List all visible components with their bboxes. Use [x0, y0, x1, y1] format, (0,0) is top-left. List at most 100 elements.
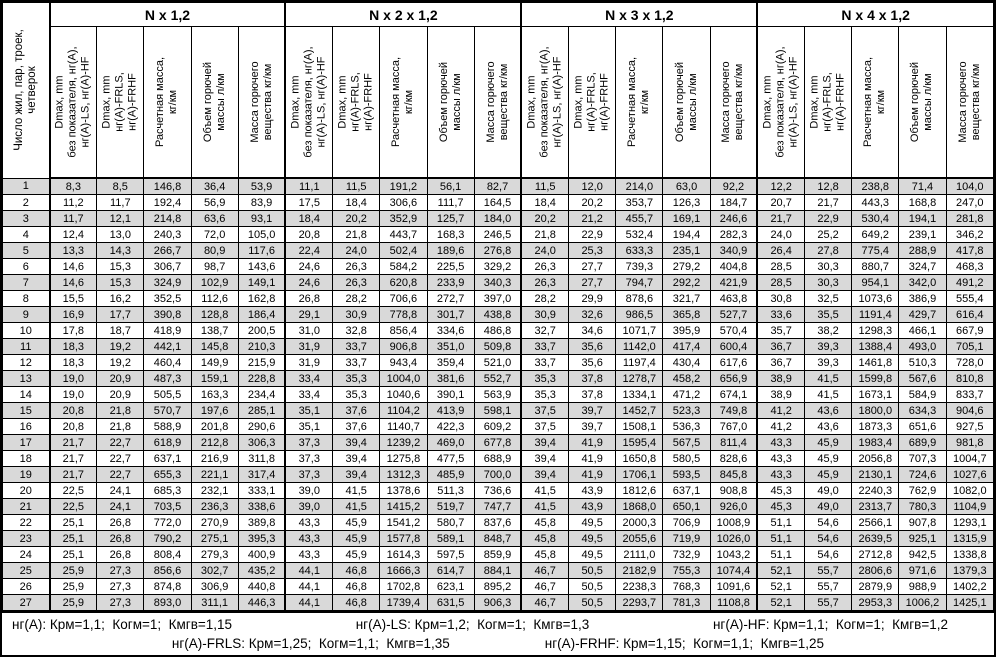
- cell: 808,4: [143, 546, 192, 563]
- group-header-n1: N x 1,2: [48, 2, 286, 27]
- cell: 333,1: [237, 482, 286, 499]
- cell: 1508,1: [615, 418, 664, 435]
- cell: 52,1: [756, 562, 806, 579]
- cell: 214,8: [143, 210, 192, 227]
- cell: 189,6: [426, 242, 475, 259]
- cell: 390,8: [143, 306, 192, 323]
- cell: 285,1: [237, 402, 286, 419]
- cell: 329,2: [473, 258, 522, 275]
- cell: 31,9: [284, 354, 334, 371]
- cell: 37,5: [520, 402, 570, 419]
- cell: 689,9: [898, 434, 947, 451]
- col-header-label: Расчетная масса, кг/км: [390, 56, 416, 148]
- row-number: 11: [2, 338, 51, 355]
- cell: 342,0: [898, 274, 947, 291]
- row-number: 25: [2, 562, 51, 579]
- cell: 45,8: [520, 546, 570, 563]
- cell: 39,4: [520, 466, 570, 483]
- cell: 149,9: [190, 354, 239, 371]
- cell: 12,0: [568, 177, 617, 195]
- cell: 232,1: [190, 482, 239, 499]
- cell: 246,5: [473, 226, 522, 243]
- cell: 27,7: [568, 274, 617, 291]
- cell: 530,4: [851, 210, 900, 227]
- col-header-calc-mass: Расчетная масса, кг/км: [379, 26, 428, 179]
- cell: 41,2: [756, 402, 806, 419]
- cell: 25,2: [803, 226, 853, 243]
- cell: 1140,7: [379, 418, 428, 435]
- cell: 18,3: [48, 354, 98, 371]
- cell: 55,7: [803, 578, 853, 595]
- cell: 46,7: [520, 562, 570, 579]
- cell: 597,5: [426, 546, 475, 563]
- cell: 17,5: [284, 194, 334, 211]
- table-row: 13 19,0 20,9 487,3 159,1 228,8 33,4 35,3 1004,0 3…: [2, 370, 995, 387]
- cell: 63,6: [190, 210, 239, 227]
- cell: 477,5: [426, 450, 475, 467]
- col-header-dmax-plain: Dmax, mm без показателя, нг(А), нг(А)-LS…: [756, 26, 806, 179]
- col-header-comb-volume: Объем горючей массы л/км: [426, 26, 475, 179]
- cell: 443,7: [379, 226, 428, 243]
- table-row: 2 11,2 11,7 192,4 56,9 83,9 17,5 18,4 306,6 111,7…: [2, 194, 995, 211]
- row-number: 8: [2, 290, 51, 307]
- col-header-label: Dmax, mm нг(А)-FRLS, нг(А)-FRHF: [100, 72, 139, 132]
- cell: 874,8: [143, 578, 192, 595]
- table-row: 19 21,7 22,7 655,3 221,1 317,4 37,3 39,4 1312,3 4…: [2, 466, 995, 483]
- cell: 41,5: [332, 482, 381, 499]
- cell: 1043,2: [709, 546, 758, 563]
- cell: 41,5: [520, 498, 570, 515]
- cell: 214,0: [615, 177, 664, 195]
- col-header-comb-mass: Масса горючего вещества кг/км: [237, 26, 286, 179]
- cell: 908,8: [709, 482, 758, 499]
- cell: 20,7: [756, 194, 806, 211]
- col-header-label: Масса горючего вещества кг/км: [720, 61, 746, 143]
- cell: 781,3: [662, 594, 711, 611]
- cell: 83,9: [237, 194, 286, 211]
- cell: 1425,1: [945, 594, 995, 611]
- cell: 1104,2: [379, 402, 428, 419]
- cell: 1739,4: [379, 594, 428, 611]
- cell: 11,5: [520, 177, 570, 195]
- cell: 446,3: [237, 594, 286, 611]
- col-header-dmax-fr: Dmax, mm нг(А)-FRLS, нг(А)-FRHF: [96, 26, 145, 179]
- cell: 324,9: [143, 274, 192, 291]
- cell: 35,3: [332, 370, 381, 387]
- cell: 35,3: [520, 370, 570, 387]
- cell: 41,9: [568, 450, 617, 467]
- cell: 739,3: [615, 258, 664, 275]
- cell: 755,3: [662, 562, 711, 579]
- cell: 1673,1: [851, 386, 900, 403]
- cell: 880,7: [851, 258, 900, 275]
- cell: 1006,2: [898, 594, 947, 611]
- cell: 45,3: [756, 482, 806, 499]
- cell: 943,4: [379, 354, 428, 371]
- cell: 381,6: [426, 370, 475, 387]
- cell: 41,9: [568, 434, 617, 451]
- cell: 321,7: [662, 290, 711, 307]
- cell: 762,9: [898, 482, 947, 499]
- cell: 49,0: [803, 482, 853, 499]
- cell: 634,3: [898, 402, 947, 419]
- cell: 317,4: [237, 466, 286, 483]
- row-number: 21: [2, 498, 51, 515]
- cell: 26,8: [96, 514, 145, 531]
- cell: 200,5: [237, 322, 286, 339]
- cell: 895,2: [473, 578, 522, 595]
- cell: 14,6: [48, 258, 98, 275]
- cell: 527,7: [709, 306, 758, 323]
- cell: 21,7: [48, 450, 98, 467]
- cell: 1452,7: [615, 402, 664, 419]
- cell: 33,6: [756, 306, 806, 323]
- cell: 55,7: [803, 594, 853, 611]
- cell: 2712,8: [851, 546, 900, 563]
- cell: 417,8: [945, 242, 995, 259]
- cell: 275,1: [190, 530, 239, 547]
- table-row: 4 12,4 13,0 240,3 72,0 105,0 20,8 21,8 443,7 168,…: [2, 226, 995, 243]
- cell: 21,7: [803, 194, 853, 211]
- cell: 2639,5: [851, 530, 900, 547]
- cell: 1614,3: [379, 546, 428, 563]
- cell: 21,7: [756, 210, 806, 227]
- cell: 279,3: [190, 546, 239, 563]
- cell: 49,5: [568, 530, 617, 547]
- cell: 8,5: [96, 177, 145, 195]
